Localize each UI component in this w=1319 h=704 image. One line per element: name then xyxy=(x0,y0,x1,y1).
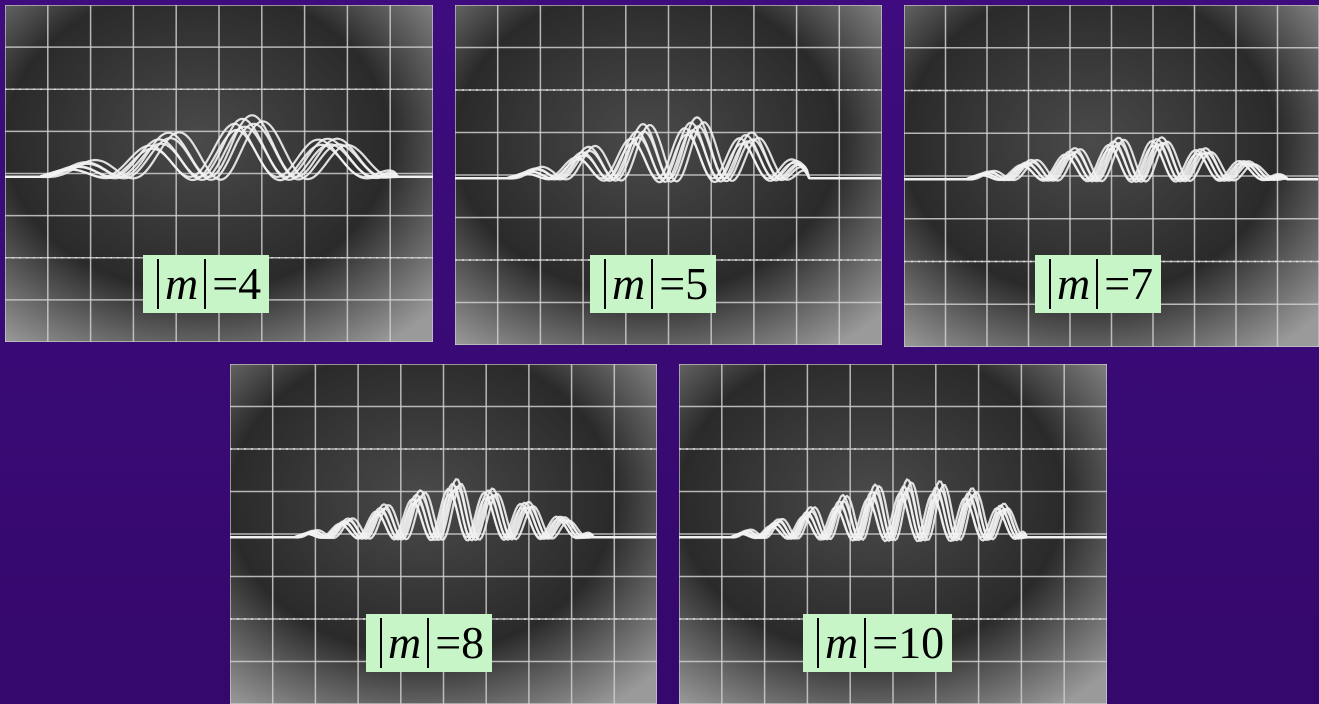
variable: m xyxy=(1057,261,1090,307)
abs-bar xyxy=(204,259,206,309)
label: m =5 xyxy=(590,255,716,313)
equals-value: =7 xyxy=(1104,261,1153,307)
variable: m xyxy=(825,620,858,666)
oscilloscope-photo: m =7 xyxy=(904,5,1319,347)
abs-bar xyxy=(1096,259,1098,309)
oscilloscope-photo: m =5 xyxy=(455,5,882,345)
abs-bar xyxy=(864,618,866,668)
abs-bar xyxy=(1049,259,1051,309)
variable: m xyxy=(388,620,421,666)
variable: m xyxy=(612,261,645,307)
label: m =4 xyxy=(143,255,269,313)
abs-bar xyxy=(427,618,429,668)
equals-value: =8 xyxy=(435,620,484,666)
label: m =7 xyxy=(1035,255,1161,313)
equals-value: =5 xyxy=(659,261,708,307)
equals-value: =10 xyxy=(872,620,944,666)
oscilloscope-photo: m =4 xyxy=(5,5,433,342)
label: m =8 xyxy=(366,614,492,672)
abs-bar xyxy=(651,259,653,309)
abs-bar xyxy=(157,259,159,309)
oscilloscope-photo: m =8 xyxy=(230,364,657,704)
oscilloscope-photo: m =10 xyxy=(679,364,1107,704)
abs-bar xyxy=(604,259,606,309)
variable: m xyxy=(165,261,198,307)
slide: m =4 m =5 m =7 m =8 m =10 xyxy=(0,0,1319,704)
label: m =10 xyxy=(803,614,952,672)
abs-bar xyxy=(817,618,819,668)
abs-bar xyxy=(380,618,382,668)
equals-value: =4 xyxy=(212,261,261,307)
